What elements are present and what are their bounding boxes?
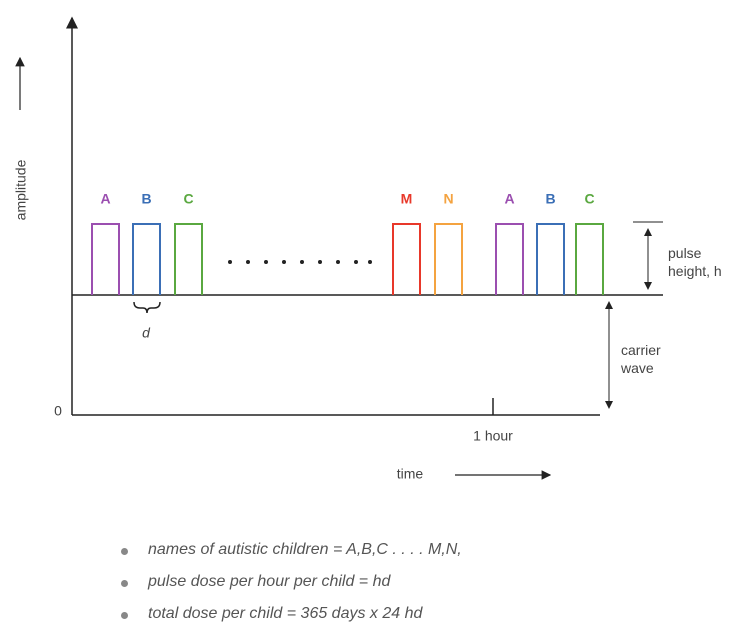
width-brace (133, 301, 161, 314)
ellipsis (228, 260, 372, 264)
note: total dose per child = 365 days x 24 hd (148, 605, 423, 622)
pulse-label: B (545, 191, 555, 207)
note: pulse dose per hour per child = hd (148, 573, 391, 590)
pulse (91, 223, 120, 295)
bullet (121, 612, 128, 619)
pulse (434, 223, 463, 295)
width-label: d (142, 325, 151, 341)
carrier-label: carrier wave (621, 342, 661, 376)
pulse (174, 223, 203, 295)
pulse-label: A (100, 191, 110, 207)
x-axis-label: time (397, 466, 424, 482)
pulse (495, 223, 524, 295)
pulse-label: M (401, 191, 413, 207)
bullet (121, 580, 128, 587)
pulse (575, 223, 604, 295)
note: names of autistic children = A,B,C . . .… (148, 541, 462, 558)
pulse-label: B (141, 191, 151, 207)
pulse-label: C (183, 191, 193, 207)
y-axis-label: amplitude (13, 159, 29, 220)
tick-label: 1 hour (473, 428, 513, 444)
pulse-height-label: pulse height, h (668, 245, 722, 279)
pulse-label: A (504, 191, 514, 207)
pulse (392, 223, 421, 295)
pulse-label: N (443, 191, 453, 207)
bullet (121, 548, 128, 555)
origin-label: 0 (54, 403, 62, 419)
pulse (132, 223, 161, 295)
pulse (536, 223, 565, 295)
pulse-label: C (584, 191, 594, 207)
